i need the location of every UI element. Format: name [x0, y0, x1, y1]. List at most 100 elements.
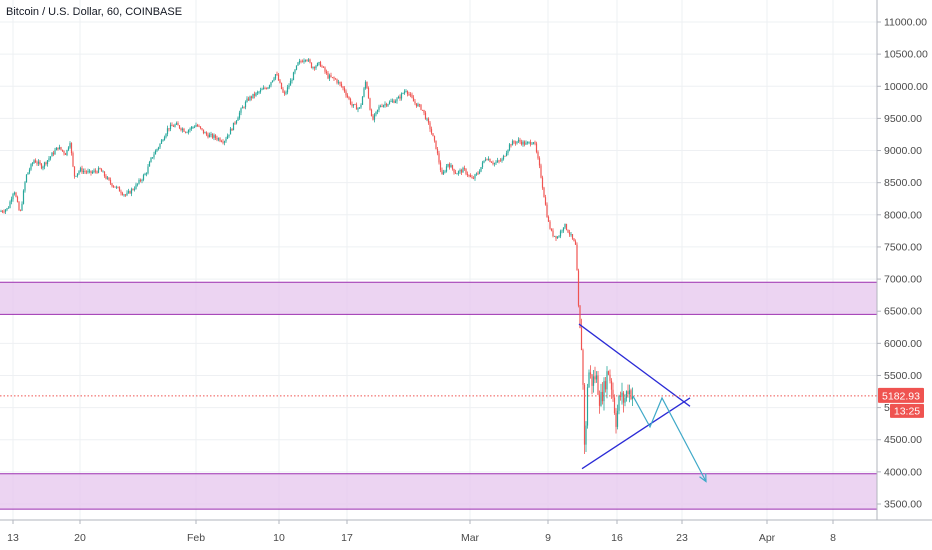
candle-body — [103, 171, 106, 177]
candle-body — [504, 155, 506, 157]
chart-title: Bitcoin / U.S. Dollar, 60, COINBASE — [6, 6, 183, 18]
candle-body — [550, 228, 553, 231]
candle-body — [223, 141, 226, 143]
candle-body — [577, 270, 580, 306]
candle-body — [514, 142, 517, 144]
candle-body — [402, 93, 404, 95]
candle-body — [363, 88, 365, 97]
candle-body — [81, 168, 83, 173]
candle-body — [1, 211, 4, 213]
candle-body — [156, 149, 158, 151]
candle-body — [114, 186, 116, 188]
candle-body — [229, 128, 232, 135]
candle-body — [288, 85, 290, 88]
candle-body — [502, 155, 505, 160]
x-tick-label: 8 — [830, 532, 836, 544]
candle-body — [318, 62, 320, 64]
candle-body — [91, 171, 94, 173]
candle-body — [549, 221, 551, 229]
candle-body — [348, 96, 350, 99]
candle-body — [396, 98, 398, 102]
candle-body — [55, 147, 58, 151]
candle-body — [57, 147, 59, 150]
candle-body — [432, 133, 434, 137]
candle-body — [517, 139, 520, 142]
candle-body — [121, 193, 124, 195]
candle-body — [135, 184, 137, 189]
candle-body — [175, 123, 178, 125]
x-tick-label: 9 — [545, 532, 551, 544]
candle-body — [408, 94, 410, 95]
candle-body — [453, 168, 455, 173]
candle-body — [624, 398, 626, 403]
candle-body — [154, 150, 157, 155]
candle-body — [555, 235, 557, 239]
candle-body — [282, 88, 284, 93]
candle-body — [64, 153, 67, 155]
candle-body — [321, 66, 323, 68]
candle-body — [234, 122, 236, 124]
candle-body — [267, 87, 269, 89]
candle-body — [228, 134, 230, 136]
candle-body — [276, 74, 278, 75]
candle-body — [127, 191, 130, 193]
candle-body — [568, 232, 571, 235]
candle-body — [343, 87, 346, 92]
candle-body — [240, 108, 242, 113]
candle-body — [118, 187, 121, 192]
candle-body — [361, 96, 364, 105]
candle-body — [552, 230, 554, 237]
candle-body — [150, 157, 152, 163]
candle-body — [142, 175, 145, 180]
candle-body — [508, 144, 511, 150]
candle-body — [561, 230, 563, 232]
candle-body — [630, 390, 632, 399]
candle-body — [19, 210, 22, 212]
candle-body — [400, 93, 403, 99]
candle-body — [412, 97, 415, 102]
zone-0 — [0, 282, 877, 315]
candle-body — [189, 128, 191, 131]
candle-body — [111, 183, 113, 187]
candle-body — [273, 78, 275, 81]
candle-body — [612, 389, 614, 398]
candle-body — [181, 128, 184, 131]
candle-body — [631, 396, 634, 399]
candle-body — [628, 390, 631, 395]
candle-body — [466, 173, 469, 176]
candle-body — [87, 171, 89, 173]
candle-body — [205, 132, 208, 135]
candle-body — [253, 93, 256, 96]
candle-body — [399, 96, 401, 99]
candle-body — [574, 241, 577, 245]
candle-body — [225, 138, 227, 142]
candle-body — [213, 135, 215, 138]
candle-body — [84, 170, 86, 172]
candle-body — [507, 149, 509, 154]
candle-body — [388, 101, 391, 105]
candle-body — [465, 168, 467, 174]
candle-body — [220, 141, 223, 142]
candle-body — [25, 174, 28, 183]
candle-body — [207, 134, 209, 138]
candle-body — [463, 168, 466, 169]
candle-body — [7, 207, 10, 209]
candle-body — [120, 191, 122, 194]
candle-body — [336, 79, 338, 83]
candle-body — [4, 209, 7, 212]
candle-body — [339, 81, 341, 84]
candle-body — [198, 126, 200, 128]
y-tick-label: 4500.00 — [884, 434, 922, 446]
candle-body — [258, 91, 260, 93]
candle-body — [52, 152, 55, 155]
candle-body — [0, 211, 2, 213]
candle-body — [585, 425, 587, 445]
candle-body — [537, 151, 539, 159]
y-tick-label: 4000.00 — [884, 466, 922, 478]
x-tick-label: Mar — [461, 532, 480, 544]
y-tick-label: 7000.00 — [884, 274, 922, 286]
candle-body — [565, 223, 568, 230]
candle-body — [553, 235, 556, 237]
candle-body — [594, 376, 596, 380]
